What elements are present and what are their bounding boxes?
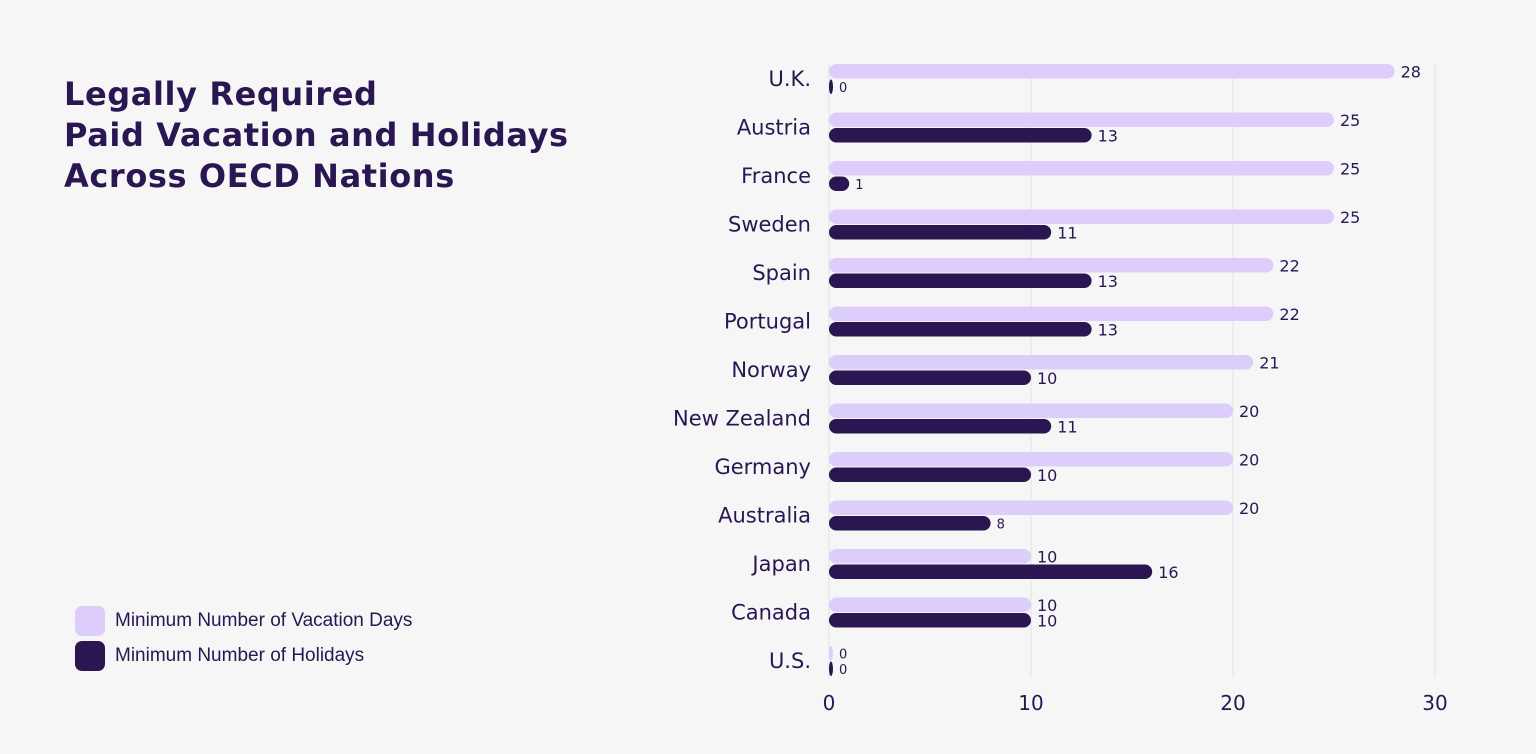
category-label-portugal: Portugal xyxy=(724,310,811,334)
vacation-bar-norway xyxy=(829,355,1254,370)
holiday-value-u-k: 0 xyxy=(839,81,847,96)
vacation-value-australia: 20 xyxy=(1239,499,1259,518)
category-label-u-s: U.S. xyxy=(769,649,811,673)
holiday-bar-japan xyxy=(829,564,1153,579)
vacation-bar-canada xyxy=(829,597,1031,612)
holiday-value-germany: 10 xyxy=(1037,466,1057,485)
title-line-1: Legally Required xyxy=(64,75,378,113)
vacation-bar-u-s xyxy=(829,646,833,661)
vacation-bar-sweden xyxy=(829,209,1334,224)
holiday-value-australia: 8 xyxy=(997,517,1005,532)
holiday-bar-portugal xyxy=(829,322,1092,337)
vacation-value-u-k: 28 xyxy=(1401,62,1421,81)
vacation-value-austria: 25 xyxy=(1340,111,1360,130)
x-tick-label-0: 0 xyxy=(823,691,836,715)
holiday-bar-canada xyxy=(829,613,1031,628)
category-label-norway: Norway xyxy=(731,358,811,382)
category-label-germany: Germany xyxy=(714,455,811,479)
vacation-value-norway: 21 xyxy=(1259,353,1279,372)
holiday-bar-france xyxy=(829,176,850,191)
holiday-value-sweden: 11 xyxy=(1057,223,1077,242)
holiday-value-austria: 13 xyxy=(1098,126,1118,145)
holiday-bar-u-s xyxy=(829,661,833,676)
vacation-value-sweden: 25 xyxy=(1340,208,1360,227)
vacation-value-u-s: 0 xyxy=(839,647,847,662)
vacation-value-new-zealand: 20 xyxy=(1239,402,1259,421)
holiday-value-portugal: 13 xyxy=(1098,320,1118,339)
category-label-canada: Canada xyxy=(731,601,811,625)
legend-swatch-vacation xyxy=(75,606,105,636)
holiday-value-u-s: 0 xyxy=(839,663,847,678)
holiday-bar-germany xyxy=(829,467,1031,482)
holiday-value-new-zealand: 11 xyxy=(1057,417,1077,436)
holiday-bar-u-k xyxy=(829,79,833,94)
vacation-bar-japan xyxy=(829,549,1031,564)
vacation-value-portugal: 22 xyxy=(1279,305,1299,324)
vacation-value-spain: 22 xyxy=(1279,256,1299,275)
category-label-austria: Austria xyxy=(737,116,811,140)
holiday-value-canada: 10 xyxy=(1037,611,1057,630)
category-label-new-zealand: New Zealand xyxy=(673,407,811,431)
vacation-value-germany: 20 xyxy=(1239,450,1259,469)
title-line-2: Paid Vacation and Holidays xyxy=(64,116,569,154)
vacation-value-france: 25 xyxy=(1340,159,1360,178)
legend-label-holidays: Minimum Number of Holidays xyxy=(115,645,365,666)
holiday-bar-new-zealand xyxy=(829,419,1052,434)
category-label-japan: Japan xyxy=(750,552,811,576)
x-tick-label-20: 20 xyxy=(1220,691,1245,715)
vacation-value-canada: 10 xyxy=(1037,596,1057,615)
holiday-value-france: 1 xyxy=(855,178,863,193)
vacation-bar-germany xyxy=(829,452,1233,467)
vacation-bar-portugal xyxy=(829,306,1274,321)
holiday-value-norway: 10 xyxy=(1037,369,1057,388)
holiday-bar-norway xyxy=(829,370,1031,385)
category-label-australia: Australia xyxy=(718,504,811,528)
holiday-bar-australia xyxy=(829,516,991,531)
category-label-u-k: U.K. xyxy=(769,67,812,91)
legend-swatch-holidays xyxy=(75,641,105,671)
x-tick-label-30: 30 xyxy=(1422,691,1447,715)
category-label-france: France xyxy=(741,164,811,188)
vacation-bar-france xyxy=(829,161,1334,176)
vacation-bar-austria xyxy=(829,112,1334,127)
holiday-bar-austria xyxy=(829,128,1092,143)
title-line-3: Across OECD Nations xyxy=(64,157,455,195)
chart-title: Legally Required Paid Vacation and Holid… xyxy=(64,74,569,197)
legend-item-holidays: Minimum Number of Holidays xyxy=(75,641,412,671)
vacation-bar-u-k xyxy=(829,64,1395,79)
vacation-value-japan: 10 xyxy=(1037,547,1057,566)
holiday-value-spain: 13 xyxy=(1098,272,1118,291)
holiday-bar-spain xyxy=(829,273,1092,288)
vacation-bar-australia xyxy=(829,500,1233,515)
holiday-value-japan: 16 xyxy=(1158,563,1178,582)
legend-item-vacation: Minimum Number of Vacation Days xyxy=(75,606,412,636)
category-label-spain: Spain xyxy=(752,261,811,285)
x-tick-label-10: 10 xyxy=(1018,691,1043,715)
vacation-bar-new-zealand xyxy=(829,403,1233,418)
holiday-bar-sweden xyxy=(829,225,1052,240)
chart-legend: Minimum Number of Vacation Days Minimum … xyxy=(75,606,412,676)
vacation-bar-spain xyxy=(829,258,1274,273)
legend-label-vacation: Minimum Number of Vacation Days xyxy=(115,610,413,631)
category-label-sweden: Sweden xyxy=(728,213,811,237)
